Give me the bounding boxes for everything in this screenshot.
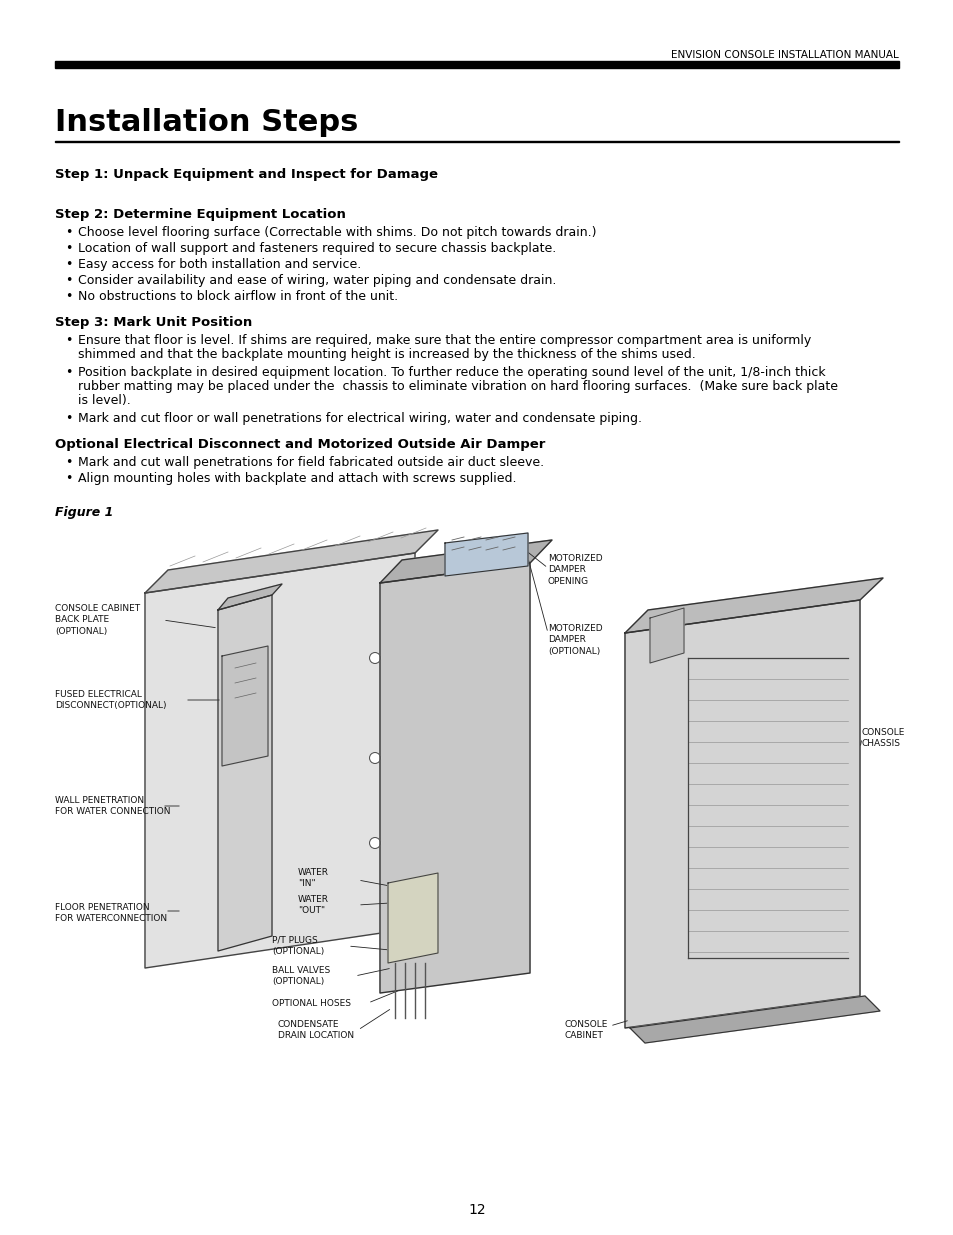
- Circle shape: [369, 652, 380, 663]
- Text: •: •: [65, 258, 72, 270]
- Polygon shape: [379, 563, 530, 993]
- Text: CONSOLE
CABINET: CONSOLE CABINET: [564, 1020, 608, 1040]
- Text: Installation Steps: Installation Steps: [55, 107, 358, 137]
- Text: Position backplate in desired equipment location. To further reduce the operatin: Position backplate in desired equipment …: [78, 366, 824, 379]
- Text: Mark and cut wall penetrations for field fabricated outside air duct sleeve.: Mark and cut wall penetrations for field…: [78, 456, 543, 469]
- Text: ENVISION CONSOLE INSTALLATION MANUAL: ENVISION CONSOLE INSTALLATION MANUAL: [671, 49, 898, 61]
- Text: CONSOLE CABINET
BACK PLATE
(OPTIONAL): CONSOLE CABINET BACK PLATE (OPTIONAL): [55, 604, 140, 636]
- Text: MOTORIZED
DAMPER
OPENING: MOTORIZED DAMPER OPENING: [547, 555, 602, 585]
- Text: CONSOLE
CHASSIS: CONSOLE CHASSIS: [862, 727, 904, 748]
- Text: MOTORIZED
DAMPER
(OPTIONAL): MOTORIZED DAMPER (OPTIONAL): [547, 625, 602, 656]
- Polygon shape: [379, 540, 552, 583]
- Polygon shape: [444, 534, 527, 576]
- Bar: [55, 61, 898, 68]
- Text: WALL PENETRATION
FOR WATER CONNECTION: WALL PENETRATION FOR WATER CONNECTION: [55, 795, 171, 816]
- Text: Consider availability and ease of wiring, water piping and condensate drain.: Consider availability and ease of wiring…: [78, 274, 556, 287]
- Text: •: •: [65, 366, 72, 379]
- Text: Mark and cut floor or wall penetrations for electrical wiring, water and condens: Mark and cut floor or wall penetrations …: [78, 412, 641, 425]
- Text: FUSED ELECTRICAL
DISCONNECT(OPTIONAL): FUSED ELECTRICAL DISCONNECT(OPTIONAL): [55, 690, 167, 710]
- Text: OPTIONAL HOSES: OPTIONAL HOSES: [272, 999, 351, 1008]
- Polygon shape: [649, 608, 683, 663]
- Polygon shape: [629, 995, 879, 1044]
- Text: No obstructions to block airflow in front of the unit.: No obstructions to block airflow in fron…: [78, 290, 397, 303]
- Text: •: •: [65, 333, 72, 347]
- Text: WATER
"OUT": WATER "OUT": [297, 895, 329, 915]
- Text: FLOOR PENETRATION
FOR WATERCONNECTION: FLOOR PENETRATION FOR WATERCONNECTION: [55, 903, 167, 923]
- Text: BALL VALVES
(OPTIONAL): BALL VALVES (OPTIONAL): [272, 966, 330, 986]
- Text: Step 2: Determine Equipment Location: Step 2: Determine Equipment Location: [55, 207, 346, 221]
- Polygon shape: [222, 646, 268, 766]
- Text: Optional Electrical Disconnect and Motorized Outside Air Damper: Optional Electrical Disconnect and Motor…: [55, 438, 545, 451]
- Polygon shape: [145, 530, 437, 593]
- Polygon shape: [218, 584, 282, 610]
- Text: Figure 1: Figure 1: [55, 506, 113, 519]
- Text: Ensure that floor is level. If shims are required, make sure that the entire com: Ensure that floor is level. If shims are…: [78, 333, 810, 347]
- Text: Choose level flooring surface (Correctable with shims. Do not pitch towards drai: Choose level flooring surface (Correctab…: [78, 226, 596, 240]
- Text: •: •: [65, 242, 72, 254]
- Text: Location of wall support and fasteners required to secure chassis backplate.: Location of wall support and fasteners r…: [78, 242, 556, 254]
- Circle shape: [369, 837, 380, 848]
- Text: shimmed and that the backplate mounting height is increased by the thickness of : shimmed and that the backplate mounting …: [78, 348, 695, 361]
- Circle shape: [369, 752, 380, 763]
- Text: 12: 12: [468, 1203, 485, 1216]
- Text: Step 1: Unpack Equipment and Inspect for Damage: Step 1: Unpack Equipment and Inspect for…: [55, 168, 437, 182]
- Text: Step 3: Mark Unit Position: Step 3: Mark Unit Position: [55, 316, 252, 329]
- Text: CONDENSATE
DRAIN LOCATION: CONDENSATE DRAIN LOCATION: [277, 1020, 354, 1040]
- Text: •: •: [65, 226, 72, 240]
- Polygon shape: [218, 595, 272, 951]
- Polygon shape: [624, 578, 882, 634]
- Text: Easy access for both installation and service.: Easy access for both installation and se…: [78, 258, 361, 270]
- Polygon shape: [624, 600, 859, 1028]
- Text: Align mounting holes with backplate and attach with screws supplied.: Align mounting holes with backplate and …: [78, 472, 516, 485]
- Text: •: •: [65, 472, 72, 485]
- Text: •: •: [65, 274, 72, 287]
- Text: •: •: [65, 290, 72, 303]
- Text: WATER
"IN": WATER "IN": [297, 868, 329, 888]
- Text: is level).: is level).: [78, 394, 131, 408]
- Text: rubber matting may be placed under the  chassis to eliminate vibration on hard f: rubber matting may be placed under the c…: [78, 380, 837, 393]
- Text: P/T PLUGS
(OPTIONAL): P/T PLUGS (OPTIONAL): [272, 936, 324, 956]
- Polygon shape: [388, 873, 437, 963]
- Text: •: •: [65, 412, 72, 425]
- Bar: [55, 141, 898, 142]
- Polygon shape: [145, 553, 415, 968]
- Text: •: •: [65, 456, 72, 469]
